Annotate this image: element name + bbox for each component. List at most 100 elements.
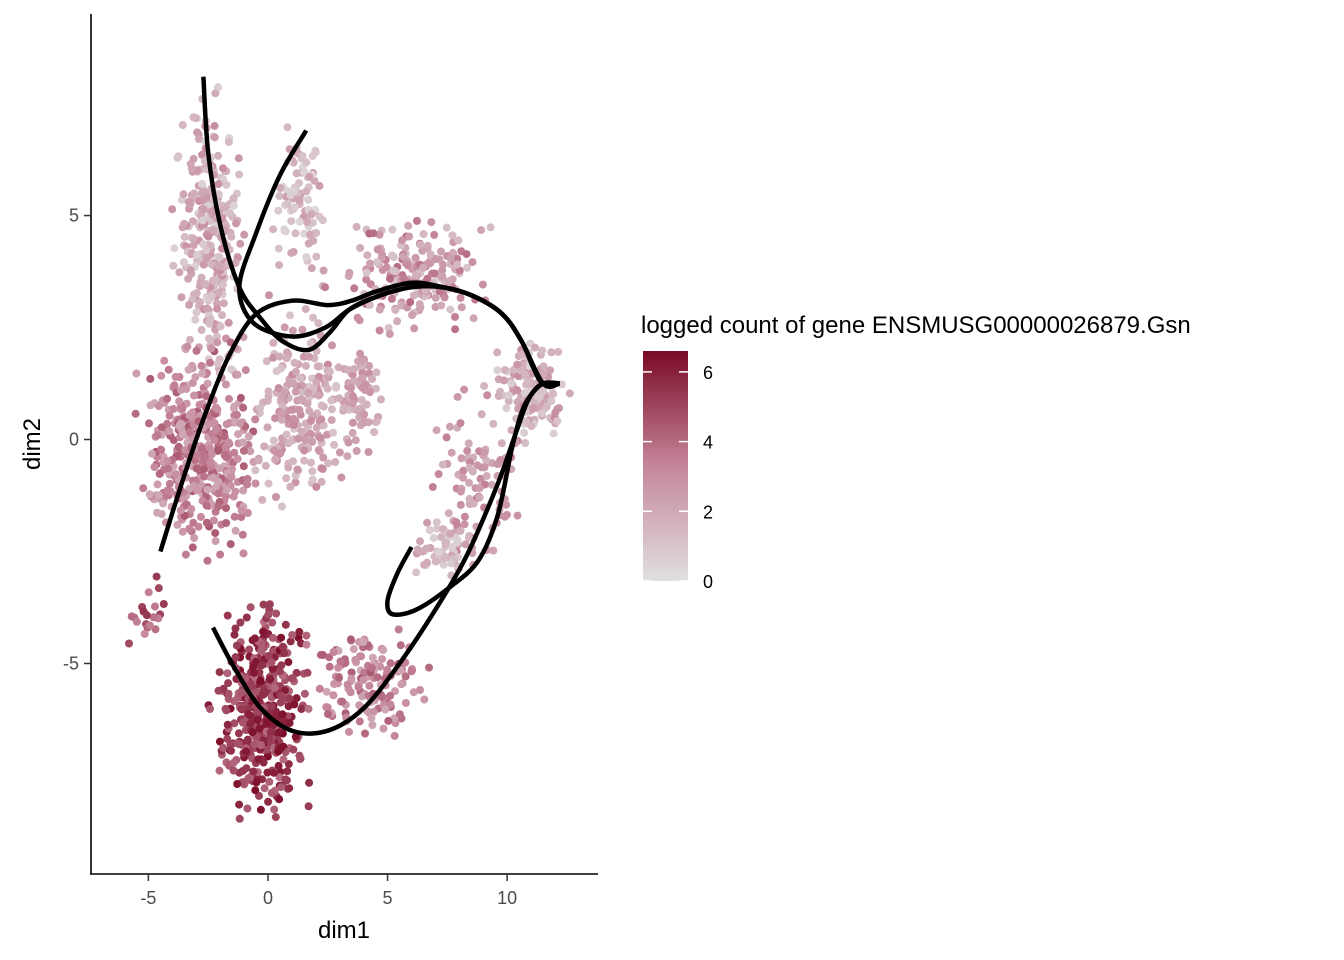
data-point <box>207 344 216 353</box>
data-point <box>391 306 400 315</box>
data-point <box>307 210 316 219</box>
data-point <box>368 375 377 383</box>
data-point <box>251 786 260 795</box>
data-point <box>277 633 286 642</box>
data-point <box>502 404 511 413</box>
data-point <box>456 487 465 496</box>
legend-tick-label: 6 <box>703 363 713 383</box>
data-point <box>452 518 461 527</box>
data-point <box>423 241 432 250</box>
data-point <box>442 539 451 547</box>
data-point <box>347 674 356 683</box>
data-point <box>202 246 211 255</box>
data-point <box>308 437 317 446</box>
data-point <box>239 446 248 455</box>
data-point <box>131 409 140 418</box>
data-point <box>277 415 286 424</box>
data-point <box>423 274 432 283</box>
data-point <box>246 680 254 688</box>
data-point <box>227 232 236 241</box>
data-point <box>142 611 151 620</box>
data-point <box>219 280 227 289</box>
data-point <box>254 755 263 764</box>
data-point <box>473 461 482 470</box>
data-point <box>256 404 265 412</box>
data-point <box>164 464 172 473</box>
data-point <box>225 208 234 217</box>
data-point <box>187 505 196 513</box>
data-point <box>265 777 274 786</box>
data-point <box>456 293 465 302</box>
data-point <box>354 683 363 691</box>
data-point <box>202 501 211 510</box>
data-point <box>288 631 297 639</box>
data-point <box>271 813 280 822</box>
data-point <box>280 387 289 396</box>
data-point <box>291 732 300 741</box>
data-point <box>447 448 456 457</box>
data-point <box>264 797 273 806</box>
data-point <box>302 640 311 649</box>
data-point <box>268 633 277 642</box>
data-point <box>249 767 258 776</box>
data-point <box>385 330 394 338</box>
data-point <box>224 318 233 327</box>
data-point <box>375 230 384 239</box>
data-point <box>252 778 261 787</box>
data-point <box>159 600 168 608</box>
data-point <box>212 425 221 434</box>
data-point <box>437 247 445 256</box>
data-point <box>203 485 212 494</box>
data-point <box>504 397 513 405</box>
data-point <box>396 641 405 650</box>
data-point <box>315 684 324 693</box>
data-point <box>372 368 381 377</box>
data-point <box>193 128 202 137</box>
data-point <box>352 447 361 455</box>
data-point <box>361 729 369 738</box>
data-point <box>274 384 283 393</box>
data-point <box>354 357 362 366</box>
axes <box>90 14 598 875</box>
data-point <box>373 245 382 254</box>
data-point <box>305 352 313 361</box>
data-point <box>235 740 243 749</box>
data-point <box>272 367 281 376</box>
data-point <box>477 226 486 235</box>
data-point <box>309 313 317 322</box>
data-point <box>246 447 255 456</box>
data-point <box>480 382 489 390</box>
data-point <box>429 533 438 542</box>
trajectory-curve-4 <box>211 380 560 736</box>
data-point <box>456 500 465 509</box>
data-point <box>522 417 531 426</box>
data-point <box>286 311 294 320</box>
data-point <box>316 434 325 443</box>
data-point <box>396 666 405 675</box>
x-axis-title: dim1 <box>318 917 370 944</box>
data-point <box>211 529 220 538</box>
data-point <box>373 673 382 682</box>
data-point <box>140 629 149 638</box>
data-point <box>240 230 249 239</box>
data-point <box>391 687 400 696</box>
data-point <box>246 603 255 612</box>
data-point <box>283 767 292 776</box>
data-point <box>219 743 228 752</box>
data-point <box>250 634 259 643</box>
data-point <box>364 448 373 456</box>
data-point <box>231 653 240 662</box>
data-point <box>163 394 172 403</box>
data-point <box>274 728 283 737</box>
data-point <box>438 525 447 534</box>
data-point <box>259 600 268 609</box>
data-point <box>178 430 187 439</box>
data-point <box>282 430 291 439</box>
data-point <box>296 374 305 383</box>
data-point <box>165 427 174 436</box>
data-point <box>431 293 440 302</box>
data-point <box>163 486 172 495</box>
data-point <box>294 434 303 443</box>
data-point <box>203 556 212 565</box>
data-point <box>358 383 367 392</box>
